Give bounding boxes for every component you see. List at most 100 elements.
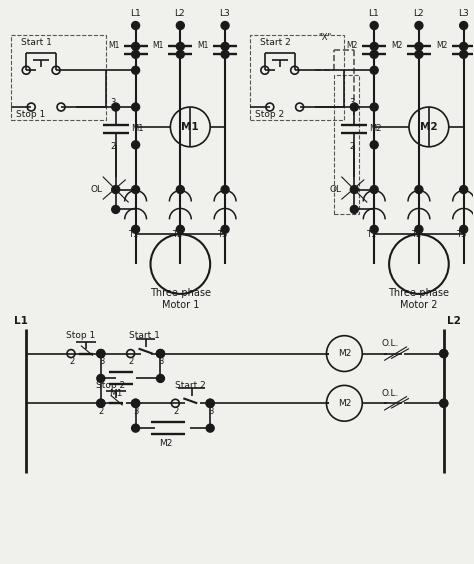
Text: M1: M1 <box>131 125 143 134</box>
Text: T3: T3 <box>456 230 466 239</box>
Circle shape <box>97 350 105 358</box>
Circle shape <box>370 21 378 29</box>
Circle shape <box>440 350 448 358</box>
Circle shape <box>370 226 378 233</box>
Circle shape <box>440 399 448 407</box>
Circle shape <box>460 226 468 233</box>
Circle shape <box>132 50 139 58</box>
Circle shape <box>176 21 184 29</box>
Circle shape <box>176 226 184 233</box>
Text: Stop 2: Stop 2 <box>255 111 284 120</box>
Text: M2: M2 <box>436 41 447 50</box>
Text: Start 1: Start 1 <box>128 331 160 340</box>
Circle shape <box>221 186 229 193</box>
Circle shape <box>221 21 229 29</box>
Circle shape <box>132 186 139 193</box>
Text: L1: L1 <box>368 9 379 18</box>
Text: L2: L2 <box>174 9 185 18</box>
Text: M1: M1 <box>109 389 122 398</box>
Circle shape <box>132 141 139 149</box>
Text: 2: 2 <box>99 407 104 416</box>
Text: M2: M2 <box>159 439 172 448</box>
Text: T3: T3 <box>217 230 228 239</box>
Circle shape <box>350 103 358 111</box>
Circle shape <box>415 42 423 50</box>
Text: 3: 3 <box>134 407 139 416</box>
Text: L1: L1 <box>129 9 140 18</box>
Circle shape <box>176 42 184 50</box>
Circle shape <box>132 103 139 111</box>
Text: 2: 2 <box>128 357 134 366</box>
Bar <box>250 36 345 120</box>
Circle shape <box>370 141 378 149</box>
Bar <box>11 36 106 120</box>
Circle shape <box>460 21 468 29</box>
Text: OL: OL <box>329 185 341 194</box>
Text: T2: T2 <box>411 230 421 239</box>
Circle shape <box>460 186 468 193</box>
Text: 2: 2 <box>69 357 74 366</box>
Circle shape <box>370 50 378 58</box>
Text: 2: 2 <box>173 407 179 416</box>
Text: M2: M2 <box>337 399 351 408</box>
Circle shape <box>132 399 139 407</box>
Text: T1: T1 <box>366 230 376 239</box>
Circle shape <box>132 42 139 50</box>
Circle shape <box>112 205 120 213</box>
Text: Three-phase
Motor 2: Three-phase Motor 2 <box>388 288 449 310</box>
Circle shape <box>415 186 423 193</box>
Circle shape <box>221 50 229 58</box>
Circle shape <box>156 374 164 382</box>
Circle shape <box>460 42 468 50</box>
Circle shape <box>440 350 448 358</box>
Circle shape <box>370 103 378 111</box>
Text: M2: M2 <box>420 122 438 132</box>
Text: M2: M2 <box>346 41 358 50</box>
Circle shape <box>156 350 164 358</box>
Text: 3: 3 <box>158 357 164 366</box>
Circle shape <box>460 50 468 58</box>
Text: Start 2: Start 2 <box>175 381 206 390</box>
Text: OL: OL <box>91 185 103 194</box>
Text: L1: L1 <box>14 316 28 326</box>
Circle shape <box>440 399 448 407</box>
Circle shape <box>415 21 423 29</box>
Circle shape <box>350 186 358 193</box>
Text: M2: M2 <box>369 125 382 134</box>
Text: M1: M1 <box>153 41 164 50</box>
Circle shape <box>370 186 378 193</box>
Text: T1: T1 <box>128 230 138 239</box>
Circle shape <box>206 399 214 407</box>
Circle shape <box>112 186 120 193</box>
Circle shape <box>132 226 139 233</box>
Text: Stop 2: Stop 2 <box>96 381 125 390</box>
Circle shape <box>176 186 184 193</box>
Circle shape <box>112 103 120 111</box>
Circle shape <box>370 67 378 74</box>
Text: Three-phase
Motor 1: Three-phase Motor 1 <box>150 288 211 310</box>
Text: M1: M1 <box>182 122 199 132</box>
Text: M1: M1 <box>108 41 119 50</box>
Text: Stop 1: Stop 1 <box>66 331 95 340</box>
Text: 3: 3 <box>349 98 355 107</box>
Circle shape <box>176 50 184 58</box>
Circle shape <box>132 424 139 432</box>
Text: 3: 3 <box>208 407 214 416</box>
Text: 2: 2 <box>111 142 116 151</box>
Text: 2: 2 <box>349 142 355 151</box>
Circle shape <box>97 399 105 407</box>
Text: "X": "X" <box>318 33 331 42</box>
Text: O.L.: O.L. <box>381 339 399 348</box>
Text: M2: M2 <box>391 41 402 50</box>
Circle shape <box>132 21 139 29</box>
Circle shape <box>350 205 358 213</box>
Text: L2: L2 <box>413 9 424 18</box>
Text: M1: M1 <box>197 41 209 50</box>
Circle shape <box>415 50 423 58</box>
Bar <box>335 75 359 214</box>
Circle shape <box>206 424 214 432</box>
Circle shape <box>132 67 139 74</box>
Text: 3: 3 <box>99 357 104 366</box>
Text: L3: L3 <box>219 9 230 18</box>
Circle shape <box>221 42 229 50</box>
